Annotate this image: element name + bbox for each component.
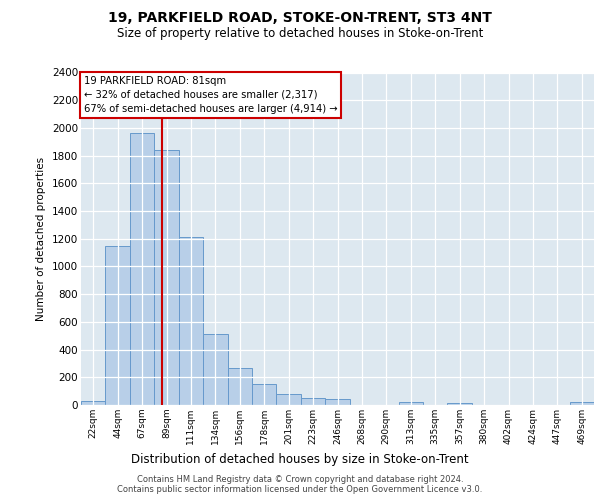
Bar (277, 394, 301, 405)
Text: 19, PARKFIELD ROAD, STOKE-ON-TRENT, ST3 4NT: 19, PARKFIELD ROAD, STOKE-ON-TRENT, ST3 … (108, 12, 492, 26)
Text: Distribution of detached houses by size in Stoke-on-Trent: Distribution of detached houses by size … (131, 453, 469, 466)
Bar (569, 402, 594, 405)
Y-axis label: Number of detached properties: Number of detached properties (37, 156, 46, 321)
Bar (203, 334, 227, 405)
Bar (130, 134, 154, 405)
Text: Contains HM Land Registry data © Crown copyright and database right 2024.: Contains HM Land Registry data © Crown c… (137, 475, 463, 484)
Bar (398, 402, 423, 405)
Bar (227, 368, 252, 405)
Text: Contains public sector information licensed under the Open Government Licence v3: Contains public sector information licen… (118, 485, 482, 494)
Bar (154, 150, 179, 405)
Text: Size of property relative to detached houses in Stoke-on-Trent: Size of property relative to detached ho… (117, 28, 483, 40)
Bar (301, 398, 325, 405)
Text: 19 PARKFIELD ROAD: 81sqm
← 32% of detached houses are smaller (2,317)
67% of sem: 19 PARKFIELD ROAD: 81sqm ← 32% of detach… (83, 76, 337, 114)
Bar (81, 401, 106, 405)
Bar (448, 403, 472, 405)
Bar (179, 238, 203, 405)
Bar (106, 246, 130, 405)
Bar (252, 384, 277, 405)
Bar (325, 400, 350, 405)
